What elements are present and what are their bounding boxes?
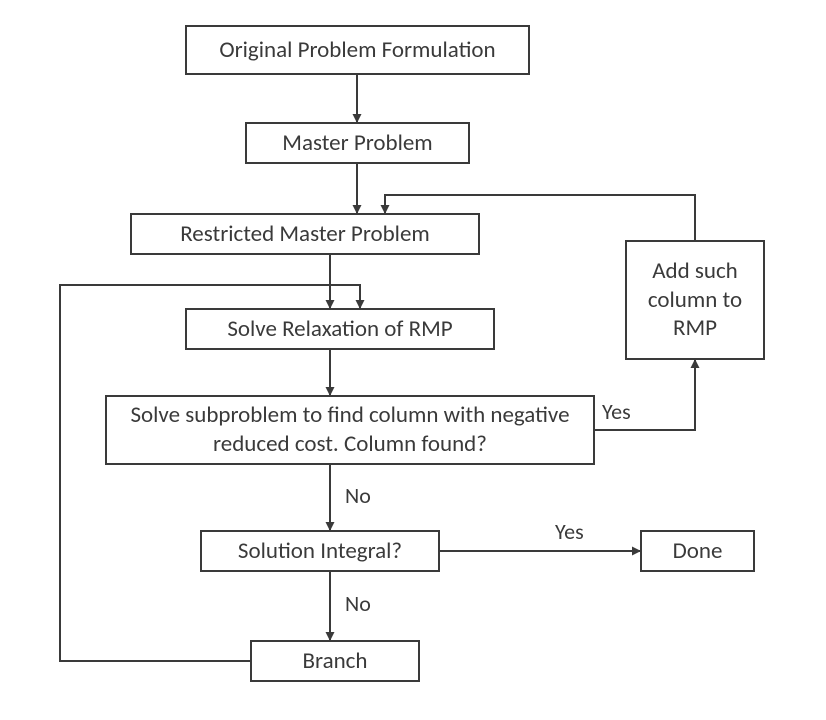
node-label: Done [673,537,723,566]
node-master-problem: Master Problem [245,122,470,164]
node-add-column: Add such column to RMP [625,240,765,360]
node-solve-relaxation: Solve Relaxation of RMP [185,308,495,350]
node-solve-subproblem: Solve subproblem to find column with neg… [105,395,595,465]
node-branch: Branch [250,640,420,682]
edge-label: No [345,590,371,617]
node-restricted-master: Restricted Master Problem [130,213,480,255]
node-label: Solve subproblem to find column with neg… [117,401,583,459]
node-label: Master Problem [282,129,432,158]
node-label: Restricted Master Problem [180,220,430,249]
edge-label: No [345,482,371,509]
flowchart-edges [0,0,826,720]
node-label: Solution Integral? [238,537,402,566]
node-label: Add such column to RMP [637,257,753,343]
node-solution-integral: Solution Integral? [200,530,440,572]
node-label: Branch [303,647,368,676]
node-original-problem: Original Problem Formulation [185,25,530,75]
node-done: Done [640,530,755,572]
edge-label: Yes [602,398,631,425]
edge-label: Yes [555,518,584,545]
node-label: Original Problem Formulation [219,36,495,65]
node-label: Solve Relaxation of RMP [227,315,452,344]
